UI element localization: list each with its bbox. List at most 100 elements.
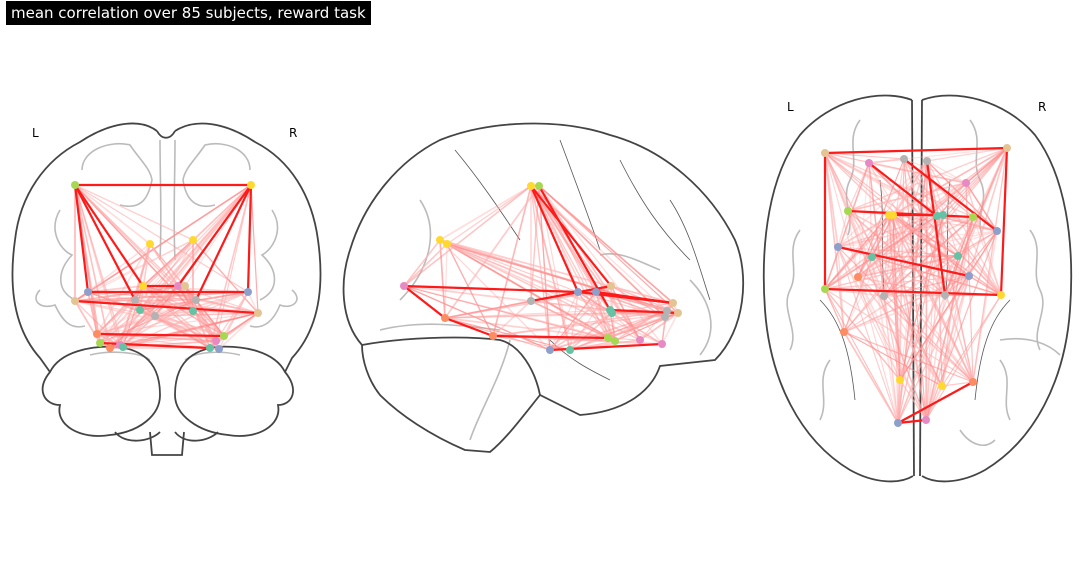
- sag-edge: [444, 317, 551, 351]
- ax-edge: [926, 147, 1008, 162]
- ax-edge: [944, 275, 970, 296]
- cor-strong-edge: [74, 184, 144, 287]
- sag-edge: [446, 243, 679, 314]
- cor-edge: [96, 299, 136, 335]
- ax-node: [922, 416, 930, 424]
- cor-edge: [96, 243, 151, 335]
- cor-node: [96, 339, 104, 347]
- ax-edge: [871, 256, 1002, 296]
- cor-edge: [96, 333, 211, 349]
- axial-connectome: [823, 146, 1009, 425]
- sag-edge: [607, 316, 666, 339]
- axial-nodes: [821, 144, 1011, 427]
- ax-edge: [925, 214, 944, 421]
- cor-edge: [74, 239, 194, 302]
- ax-edge: [871, 230, 998, 258]
- cor-edge: [74, 291, 249, 302]
- ax-edge: [824, 275, 970, 290]
- ax-edge: [824, 152, 943, 387]
- ax-edge: [936, 147, 1008, 217]
- sag-strong-edge: [492, 334, 609, 340]
- ax-edge: [843, 331, 899, 424]
- ax-edge: [837, 246, 901, 381]
- ax-edge: [843, 331, 943, 387]
- ax-edge: [843, 294, 946, 333]
- ax-edge: [843, 256, 873, 333]
- cor-strong-edge: [96, 332, 225, 338]
- cor-edge: [99, 184, 252, 344]
- ax-edge: [925, 294, 946, 421]
- ax-edge: [892, 214, 959, 257]
- sag-edge: [569, 310, 668, 351]
- cor-node: [131, 296, 139, 304]
- sag-edge: [549, 312, 613, 351]
- sag-edge: [569, 312, 613, 351]
- cor-node: [244, 288, 252, 296]
- ax-edge: [899, 216, 974, 381]
- cor-edge: [122, 285, 144, 348]
- ax-edge: [868, 158, 905, 164]
- ax-edge: [892, 214, 946, 296]
- sag-strong-edge: [530, 185, 612, 287]
- sag-edge: [444, 185, 540, 319]
- cor-node: [146, 240, 154, 248]
- sag-edge: [446, 243, 494, 337]
- sag-edge: [538, 185, 663, 345]
- cor-node: [212, 337, 220, 345]
- axial-right-label: R: [1038, 100, 1047, 114]
- sag-edge: [538, 185, 679, 314]
- cor-edge: [74, 300, 225, 337]
- ax-edge: [843, 214, 890, 333]
- coronal-left-label: L: [32, 126, 39, 140]
- cor-edge: [109, 184, 252, 349]
- cor-edge: [74, 184, 252, 302]
- ax-edge: [926, 160, 967, 184]
- ax-edge: [843, 147, 1008, 333]
- ax-edge: [857, 215, 938, 278]
- ax-strong-edge: [897, 381, 974, 424]
- sag-node: [592, 288, 600, 296]
- ax-edge: [824, 288, 845, 333]
- sag-strong-edge: [403, 284, 579, 294]
- ax-node: [923, 157, 931, 165]
- sag-edge: [446, 185, 532, 245]
- ax-edge: [871, 256, 946, 296]
- sag-node: [674, 309, 682, 317]
- sag-edge: [610, 285, 674, 304]
- coronal-nodes: [71, 181, 262, 353]
- cor-node: [174, 282, 182, 290]
- ax-node: [844, 207, 852, 215]
- cor-node: [151, 312, 159, 320]
- sag-node: [436, 236, 444, 244]
- ax-edge: [843, 331, 974, 383]
- ax-strong-edge: [824, 146, 1008, 155]
- ax-strong-edge: [837, 245, 970, 278]
- ax-edge: [926, 160, 998, 232]
- sag-node: [566, 346, 574, 354]
- ax-node: [941, 291, 949, 299]
- ax-edge: [892, 182, 967, 216]
- cor-strong-edge: [74, 184, 136, 301]
- sag-node: [607, 282, 615, 290]
- cor-strong-edge: [73, 184, 90, 293]
- sag-edge: [577, 291, 616, 342]
- cor-node: [181, 282, 189, 290]
- sag-node: [636, 336, 644, 344]
- ax-edge: [892, 214, 927, 421]
- sag-edge: [661, 316, 666, 345]
- sag-edge: [492, 310, 668, 337]
- ax-edge: [941, 294, 1002, 387]
- ax-node: [865, 159, 873, 167]
- cor-edge: [119, 335, 225, 346]
- ax-edge: [824, 152, 885, 297]
- ax-edge: [941, 216, 974, 387]
- ax-strong-edge: [925, 160, 947, 296]
- ax-edge: [857, 276, 927, 421]
- cor-edge: [215, 184, 252, 342]
- sag-edge: [439, 239, 551, 351]
- ax-edge: [837, 246, 899, 424]
- cor-node: [220, 332, 228, 340]
- cor-edge: [109, 340, 217, 349]
- ax-edge: [871, 214, 894, 258]
- sag-edge: [439, 239, 446, 319]
